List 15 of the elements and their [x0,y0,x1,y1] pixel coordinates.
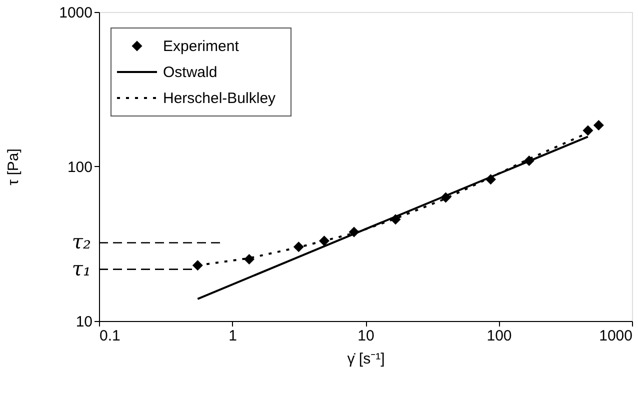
ref-line-label: τ₁ [72,256,91,280]
legend-label: Herschel-Bulkley [163,90,276,107]
x-tick-label: 10 [358,328,374,344]
legend-label: Ostwald [163,64,218,81]
x-tick-label: 0.1 [100,328,120,344]
y-tick-label: 10 [76,314,92,330]
y-tick-label: 100 [67,159,92,176]
x-tick-label: 1 [228,328,237,344]
x-tick-label: 100 [486,328,512,344]
y-axis-title: τ [Pa] [5,148,22,186]
ref-line-label: τ₂ [72,230,91,254]
legend-label: Experiment [163,38,240,55]
x-tick-label: 1000 [599,328,632,344]
y-tick-label: 1000 [59,4,92,22]
x-axis-title: γ̇ [s⁻¹] [347,350,385,368]
